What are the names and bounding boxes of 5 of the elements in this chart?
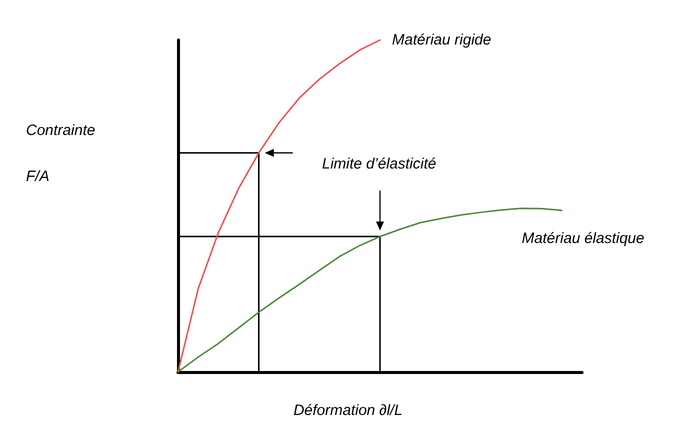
text: Contrainte F/A xyxy=(26,122,96,185)
series-label: Matériau rigide xyxy=(392,32,492,48)
series-label: Matériau élastique xyxy=(522,230,644,247)
annotation: Limite d’élasticité xyxy=(322,156,436,173)
x-axis-title: Déformation ∂l/L xyxy=(293,402,403,419)
